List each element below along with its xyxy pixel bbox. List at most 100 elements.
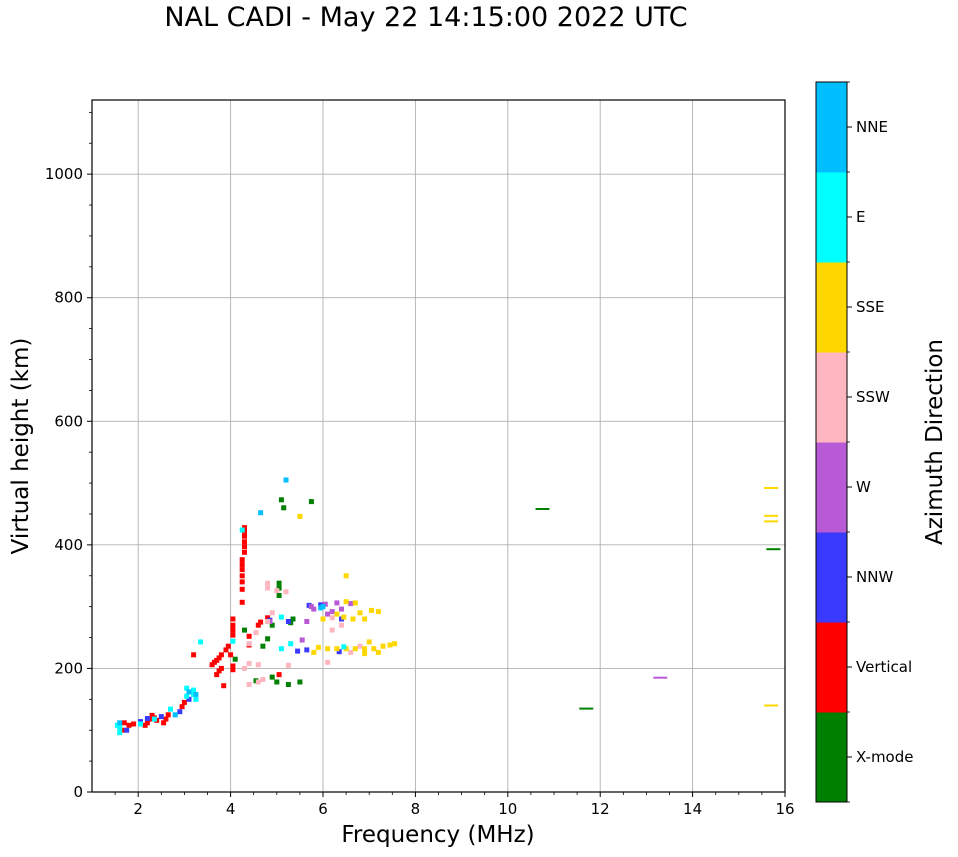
data-point-vertical [239,599,245,605]
data-point-sse [380,643,386,649]
data-point-sse [764,487,779,489]
data-point-vertical [161,720,167,726]
data-point-ssw [269,610,275,616]
data-point-w [311,606,317,612]
data-point-vertical [121,720,127,726]
data-point-vertical [214,672,220,678]
data-point-vertical [165,712,171,718]
y-tick-label: 600 [54,412,83,430]
data-point-w [653,676,668,679]
data-point-sse [352,646,358,652]
data-point-vertical [276,672,282,678]
y-tick-label: 0 [73,783,83,801]
y-tick-label: 1000 [45,165,83,183]
data-point-sse [341,614,347,620]
data-point-vertical [230,667,236,673]
data-point-e [138,721,143,727]
data-point-e [117,725,123,731]
data-point-nne [186,689,192,695]
data-point-vertical [223,647,229,653]
data-point-sse [343,573,349,579]
data-point-w [348,601,354,607]
colorbar-segment [816,352,847,443]
data-point-vertical [163,716,169,722]
colorbar-segment [816,622,847,713]
data-point-sse [343,599,349,605]
y-tick-label: 400 [54,536,83,554]
data-point-x-mode [535,508,550,510]
data-point-ssw [246,641,252,647]
data-point-sse [371,646,377,652]
data-point-sse [315,644,321,650]
data-point-vertical [242,549,247,555]
data-point-nnw [158,714,164,720]
data-point-nne [283,477,289,483]
data-point-vertical [239,586,245,592]
colorbar-tick-label: E [856,208,865,226]
data-point-w [329,609,335,615]
data-point-x-mode [290,616,296,622]
data-points [114,477,781,736]
data-point-nnw [295,648,301,654]
data-point-e [184,685,190,691]
data-point-sse [764,704,779,707]
data-point-x-mode [281,505,287,511]
colorbar-segment [816,442,847,533]
data-point-vertical [225,643,231,649]
data-point-sse [375,649,381,655]
data-point-e [341,644,347,650]
data-point-e [117,730,123,736]
chart-title: NAL CADI - May 22 14:15:00 2022 UTC [164,2,688,33]
data-point-vertical [221,683,227,689]
data-point-ssw [357,643,363,649]
data-point-ssw [265,619,271,624]
data-point-x-mode [274,679,280,685]
data-point-ssw [260,677,266,682]
data-point-vertical [242,533,247,539]
data-point-vertical [191,652,197,658]
x-tick-label: 10 [498,800,517,818]
colorbar-tick-label: SSE [856,298,885,316]
x-tick-label: 12 [591,800,610,818]
data-point-x-mode [232,656,238,662]
data-point-x-mode [297,679,303,685]
data-point-x-mode [308,499,314,505]
data-point-ssw [329,627,335,633]
data-point-ssw [255,662,261,668]
x-axis: 2 4 6 8 10 12 14 16 [114,792,795,818]
colorbar-frame [815,81,848,803]
colorbar-tick-label: X-mode [856,748,913,766]
data-point-vertical [209,662,215,668]
data-point-ssw [348,649,354,655]
colorbar-label: Azimuth Direction [922,339,948,545]
data-point-x-mode [766,548,781,551]
data-point-vertical [218,652,224,658]
data-point-vertical [142,722,148,728]
data-point-vertical [179,704,185,710]
data-point-vertical [230,622,236,628]
data-point-nnw [336,649,342,655]
data-point-vertical [239,557,245,563]
data-point-x-mode [579,707,594,710]
data-point-w [334,600,340,606]
y-tick-label: 800 [54,289,83,307]
data-point-nne [318,605,324,611]
data-point-e [288,641,294,647]
data-point-vertical [228,652,234,658]
data-point-x-mode [278,497,284,503]
data-point-ssw [255,679,261,685]
colorbar-tick-label: NNE [856,118,888,136]
x-tick-label: 2 [133,800,143,818]
data-point-x-mode [276,593,282,598]
data-point-vertical [239,562,245,568]
data-point-e [230,638,236,644]
colorbar-tick-label: W [856,478,871,496]
data-point-e [184,693,190,699]
data-point-w [304,619,310,624]
x-axis-label: Frequency (MHz) [341,822,534,848]
data-point-e [168,706,173,712]
data-point-ssw [283,589,289,595]
data-point-nne [172,712,178,718]
colorbar-segment [816,172,847,263]
